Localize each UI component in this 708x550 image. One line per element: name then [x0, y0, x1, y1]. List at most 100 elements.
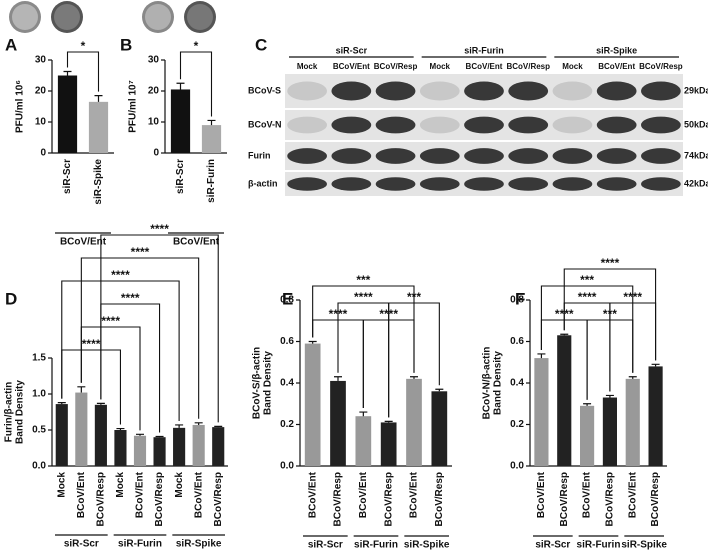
blot-band [331, 177, 372, 191]
y-tick-label: 0.2 [280, 419, 294, 430]
row-label: BCoV-S [248, 85, 281, 95]
blot-band [464, 81, 504, 101]
error-bar [214, 425, 223, 428]
y-tick-label: 0.0 [510, 461, 524, 472]
blot-band [375, 116, 416, 134]
blot-band [419, 177, 460, 191]
lane-label: Mock [430, 62, 451, 71]
significance-label: *** [356, 273, 370, 287]
bar [557, 335, 572, 466]
x-tick-label: siR-Furin [206, 159, 217, 203]
significance-label: **** [111, 268, 130, 282]
y-tick-label: 0.6 [510, 336, 524, 347]
y-tick-label: 0.0 [280, 461, 294, 472]
blot-band [287, 81, 328, 101]
bar [57, 75, 78, 153]
significance-label: **** [101, 314, 120, 328]
blot-band [287, 148, 328, 164]
x-tick-label: BCoV/Ent [409, 471, 420, 518]
group-label: BCoV/Ent [60, 237, 107, 248]
bar [602, 397, 617, 466]
blot-band [552, 148, 593, 164]
panel-label: F [515, 289, 525, 308]
y-axis-label: Furin/β-actin [4, 382, 15, 443]
bar [170, 89, 191, 153]
lane-label: Mock [562, 62, 583, 71]
group-label: siR-Scr [64, 539, 99, 550]
group-label: siR-Spike [621, 540, 667, 550]
bar [330, 380, 346, 466]
significance-bracket [312, 285, 415, 373]
bar [114, 430, 127, 466]
blot-band [419, 116, 460, 134]
y-tick-label: 0.5 [32, 425, 46, 436]
x-tick-label: BCoV/Ent [358, 471, 369, 518]
size-label: 29kDa [684, 85, 708, 95]
blot-band [464, 177, 504, 191]
significance-bracket [100, 234, 219, 423]
significance-bracket [179, 51, 213, 117]
plate [54, 4, 80, 30]
error-bar [77, 386, 86, 393]
lane-label: BCoV/Ent [466, 62, 503, 71]
group-label: siR-Scr [336, 45, 368, 55]
bar [431, 391, 448, 466]
y-tick-label: 0.8 [510, 295, 524, 306]
panel-label: D [5, 289, 17, 308]
blot-band [375, 81, 416, 101]
x-tick-label: BCoV/Resp [434, 472, 445, 526]
blot-band [419, 81, 460, 101]
error-bar [651, 363, 660, 367]
blot-band [508, 81, 549, 101]
bar [212, 427, 225, 466]
x-tick-label: BCoV/Ent [76, 471, 87, 518]
blot-band [375, 148, 416, 164]
y-tick-label: 0 [153, 148, 159, 159]
y-tick-label: 1.5 [32, 353, 46, 364]
x-tick-label: BCoV/Resp [559, 472, 570, 526]
y-axis-label: PFU/ml 10⁷ [128, 80, 139, 132]
row-label: BCoV-N [248, 119, 282, 129]
error-bar [94, 95, 103, 102]
bar [192, 424, 205, 466]
lane-label: BCoV/Ent [598, 62, 635, 71]
significance-label: *** [580, 273, 594, 287]
y-axis-label: Band Density [15, 380, 26, 444]
y-tick-label: 30 [35, 55, 47, 66]
y-tick-label: 0.4 [280, 378, 294, 389]
y-tick-label: 0.8 [280, 295, 294, 306]
blot-band [508, 177, 549, 191]
blot-band [640, 81, 681, 101]
x-tick-label: BCoV/Ent [307, 471, 318, 518]
blot-band [331, 148, 372, 164]
y-tick-label: 20 [148, 86, 160, 97]
significance-bracket [563, 268, 657, 361]
panel-label: A [5, 35, 17, 54]
error-bar [560, 333, 569, 336]
x-tick-label: BCoV/Resp [605, 472, 616, 526]
y-tick-label: 0.2 [510, 419, 524, 430]
x-tick-label: BCoV/Resp [383, 472, 394, 526]
lane-label: BCoV/Resp [639, 62, 683, 71]
y-axis-label: Band Density [263, 351, 274, 415]
error-bar [176, 82, 185, 90]
x-tick-label: Mock [174, 472, 185, 498]
x-tick-label: BCoV/Resp [333, 472, 344, 526]
lane-label: BCoV/Resp [506, 62, 550, 71]
error-bar [57, 402, 66, 405]
significance-label: **** [82, 337, 101, 351]
plate [145, 4, 171, 30]
blot-band [552, 177, 593, 191]
group-label: siR-Furin [354, 540, 398, 550]
error-bar [384, 420, 393, 423]
blot-band [640, 116, 681, 134]
bar [355, 416, 372, 466]
error-bar [194, 422, 203, 425]
bar [201, 125, 222, 153]
row-label: Furin [248, 150, 271, 160]
blot-band [596, 116, 637, 134]
error-bar [435, 388, 444, 392]
significance-bracket [540, 285, 634, 373]
significance-bracket [80, 257, 200, 419]
bar [648, 366, 663, 466]
